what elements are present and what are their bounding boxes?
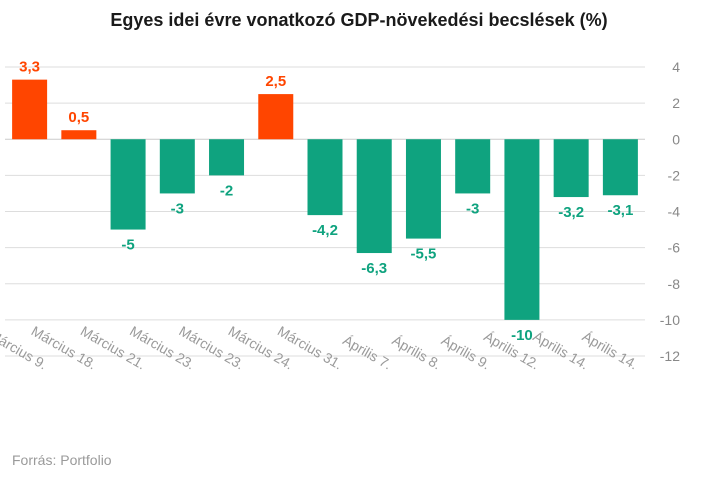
bar — [258, 94, 294, 140]
category-label: Április 7. — [340, 332, 394, 373]
value-label: -2 — [220, 182, 233, 199]
bar — [504, 139, 540, 320]
bar — [110, 139, 146, 230]
y-tick-label: 2 — [672, 95, 680, 111]
bar — [553, 139, 589, 198]
value-label: -10 — [511, 327, 533, 344]
value-label: 0,5 — [68, 109, 89, 126]
value-label: -4,2 — [312, 222, 338, 239]
value-label: -3,2 — [558, 204, 584, 221]
bar — [12, 79, 48, 140]
category-label: Április 8. — [389, 332, 443, 373]
value-label: -3 — [466, 200, 479, 217]
y-tick-label: -2 — [668, 167, 681, 183]
bar — [356, 139, 392, 254]
value-label: 3,3 — [19, 59, 40, 76]
y-tick-label: -10 — [660, 312, 680, 328]
bar — [602, 139, 638, 196]
source-note: Forrás: Portfolio — [12, 452, 112, 468]
bar — [405, 139, 441, 239]
value-label: -3,1 — [607, 202, 633, 219]
value-label: 2,5 — [265, 73, 286, 90]
bar — [159, 139, 195, 194]
bar — [209, 139, 245, 176]
category-label: Április 14. — [580, 328, 641, 373]
value-label: -5,5 — [411, 246, 437, 263]
bar — [455, 139, 491, 194]
value-label: -3 — [171, 200, 184, 217]
y-tick-label: -6 — [668, 240, 681, 256]
chart-title: Egyes idei évre vonatkozó GDP-növekedési… — [110, 10, 608, 30]
y-tick-label: -12 — [660, 348, 680, 364]
bar — [61, 130, 97, 140]
y-tick-label: -8 — [668, 276, 681, 292]
category-label: Április 14. — [530, 328, 591, 373]
value-label: -6,3 — [361, 260, 387, 277]
y-tick-label: 0 — [672, 131, 680, 147]
y-tick-label: 4 — [672, 59, 680, 75]
value-label: -5 — [121, 237, 134, 254]
y-tick-label: -4 — [668, 204, 681, 220]
bar — [307, 139, 343, 216]
